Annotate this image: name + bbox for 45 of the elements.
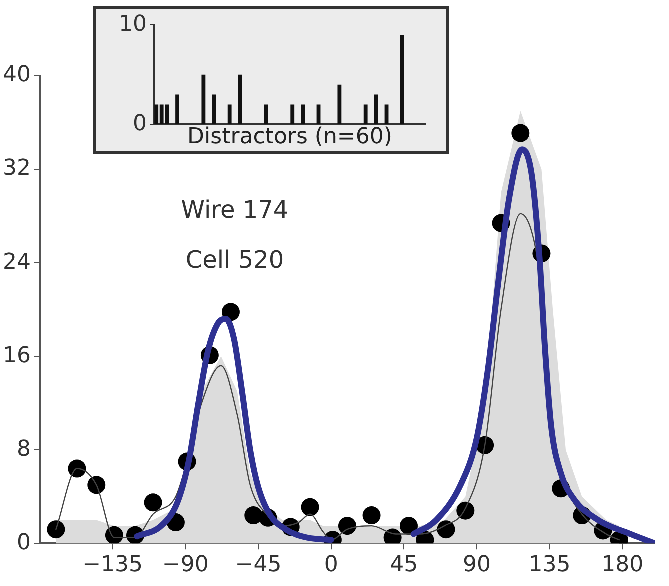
y-tick-label: 10	[118, 12, 147, 37]
point	[338, 517, 356, 536]
point	[222, 303, 240, 322]
point	[362, 506, 381, 525]
point	[512, 124, 530, 142]
x-tick-label: −135	[82, 552, 144, 578]
bar	[228, 104, 232, 124]
bar	[290, 104, 295, 124]
point	[47, 520, 66, 539]
x-tick-label: 180	[602, 552, 644, 578]
bar	[364, 104, 368, 124]
annotation: Wire 174	[181, 196, 289, 224]
point	[68, 460, 86, 478]
bar	[212, 94, 216, 124]
bar	[176, 94, 180, 124]
y-tick-label: 8	[16, 436, 31, 462]
bar	[238, 74, 242, 124]
x-axis-title: Distractors (n=60)	[188, 124, 392, 150]
point	[301, 498, 320, 516]
point	[456, 502, 475, 520]
bar	[400, 35, 404, 124]
x-tick-label: 0	[324, 552, 338, 578]
x-tick-label: 45	[390, 552, 418, 578]
y-tick-label: 16	[2, 343, 31, 368]
bar	[338, 84, 342, 124]
y-tick-label: 0	[16, 530, 31, 556]
y-tick-label: 40	[2, 62, 31, 88]
point	[244, 506, 263, 525]
y-tick-label: 32	[2, 156, 31, 182]
x-tick-label: 90	[462, 552, 491, 578]
bar	[264, 104, 268, 124]
x-tick-label: −90	[162, 552, 209, 578]
y-tick-label: 24	[2, 250, 31, 275]
bar	[301, 104, 306, 124]
bar	[384, 104, 389, 124]
point	[437, 520, 456, 539]
annotation: Cell 520	[186, 246, 284, 274]
x-tick-label: −45	[235, 552, 282, 578]
point	[144, 494, 162, 512]
bar	[316, 104, 321, 124]
bar	[374, 94, 378, 124]
point	[400, 517, 418, 536]
bar	[202, 74, 206, 124]
x-tick-label: 135	[528, 552, 571, 578]
point	[88, 476, 106, 494]
